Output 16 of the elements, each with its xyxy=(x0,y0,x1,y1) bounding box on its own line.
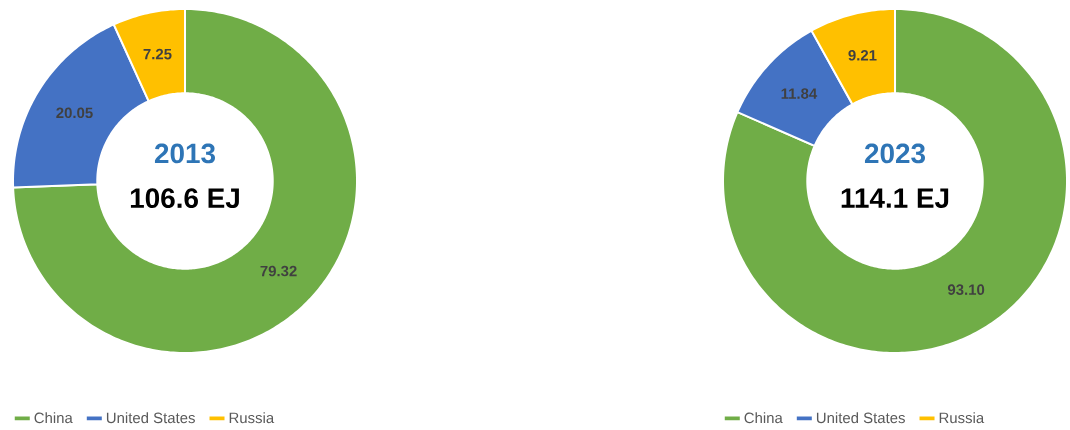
text: 2013 xyxy=(154,143,216,164)
legend-label: United States xyxy=(816,412,905,424)
data-label: 20.05 xyxy=(56,107,93,119)
text: 2023 xyxy=(864,143,926,164)
legend-label: Russia xyxy=(229,412,275,424)
legend-label: United States xyxy=(106,412,195,424)
data-label: 7.25 xyxy=(143,48,172,60)
legend-label: China xyxy=(744,412,783,424)
data-label: 79.32 xyxy=(260,265,297,277)
text: 114.1 EJ xyxy=(841,188,949,208)
data-label: 11.84 xyxy=(781,88,818,99)
legend-label: China xyxy=(34,412,73,424)
legend-label: Russia xyxy=(939,412,985,424)
data-label: 9.21 xyxy=(848,49,877,61)
data-label: 93.10 xyxy=(947,284,985,295)
text: 106.6 EJ xyxy=(130,188,239,209)
